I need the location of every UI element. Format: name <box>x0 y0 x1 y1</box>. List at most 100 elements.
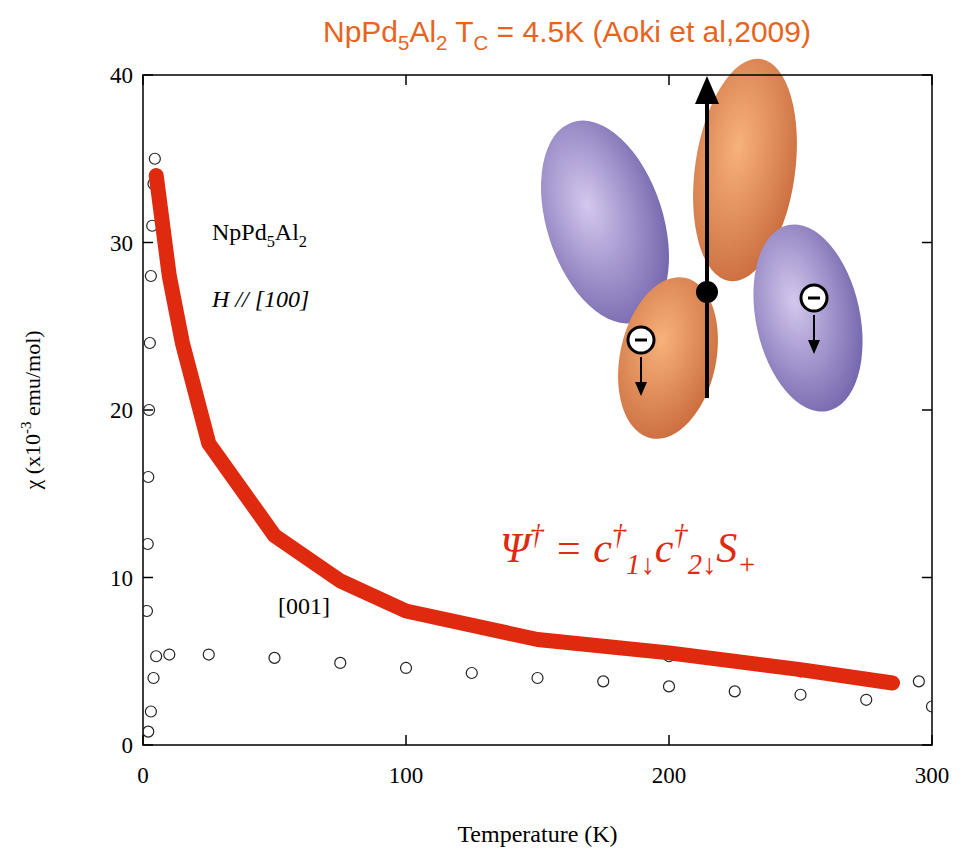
title: NpPd5Al2 TC = 4.5K (Aoki et al,2009) <box>323 15 811 54</box>
x-tick <box>405 735 407 745</box>
chart: NpPd5Al2 TC = 4.5K (Aoki et al,2009)0100… <box>0 0 968 863</box>
data-point <box>532 673 543 684</box>
data-point <box>143 539 153 550</box>
spin-down <box>813 315 815 342</box>
fit-curve <box>156 176 892 684</box>
data-point <box>913 676 924 687</box>
data-point <box>164 649 175 660</box>
electron <box>801 285 827 311</box>
data-point <box>144 338 155 349</box>
data-point <box>598 676 609 687</box>
annotation: H // [100] <box>211 286 309 312</box>
text-part: T <box>447 15 473 48</box>
lobe <box>604 268 732 448</box>
data-point <box>149 153 160 164</box>
spin-down-head <box>635 382 647 396</box>
data-point <box>151 651 162 662</box>
data-point <box>335 657 346 668</box>
x-tick-label: 0 <box>137 763 149 788</box>
data-point <box>729 686 740 697</box>
data-point <box>795 689 806 700</box>
data-point <box>144 405 155 416</box>
data-point <box>143 472 154 483</box>
plot-data <box>143 153 932 737</box>
data-point <box>664 681 675 692</box>
spin-down <box>640 357 642 384</box>
text-part: 5 <box>267 232 275 251</box>
y-tick-right <box>922 242 932 244</box>
x-tick-label: 300 <box>915 763 950 788</box>
y-axis-title: χ (x10-3 emu/mol) <box>18 330 45 490</box>
text-part: 2↓ <box>688 549 717 580</box>
y-tick-right <box>922 409 932 411</box>
text-part: = 4.5K (Aoki et al,2009) <box>488 15 811 48</box>
x-tick-top <box>142 75 144 85</box>
text-part: S <box>716 525 737 571</box>
data-point <box>203 649 214 660</box>
y-tick-right <box>922 744 932 746</box>
text-part: NpPd <box>323 15 398 48</box>
text-part: NpPd <box>212 219 267 245</box>
plot-frame <box>143 75 932 745</box>
data-point <box>145 271 156 282</box>
y-tick <box>143 744 153 746</box>
x-axis-title: Temperature (K) <box>457 821 617 847</box>
spin-down-head <box>808 340 820 354</box>
text-part: χ (x10 <box>20 434 45 491</box>
x-tick <box>668 735 670 745</box>
arrow-head <box>695 76 719 104</box>
text-part: † <box>612 519 627 550</box>
y-tick-label: 40 <box>110 63 133 88</box>
y-tick <box>143 242 153 244</box>
text-part: 2 <box>436 32 447 54</box>
x-tick-top <box>405 75 407 85</box>
data-point <box>143 606 152 617</box>
spin-arrow <box>705 100 709 398</box>
formula: Ψ† = c†1↓c†2↓S+ <box>500 519 757 579</box>
minus <box>635 339 647 342</box>
x-tick <box>931 735 933 745</box>
x-tick-top <box>931 75 933 85</box>
annotation: NpPd5Al2 <box>212 219 307 251</box>
data-point <box>861 694 872 705</box>
text-part: 1↓ <box>626 549 655 580</box>
text-part: = c <box>544 525 612 571</box>
text-part: 5 <box>398 32 409 54</box>
text-part: Ψ <box>500 525 533 571</box>
text-part: c <box>655 525 674 571</box>
y-tick-right <box>922 577 932 579</box>
electron <box>628 327 654 353</box>
y-tick-label: 10 <box>110 566 133 591</box>
text-part: -3 <box>18 421 34 434</box>
y-tick <box>143 577 153 579</box>
x-tick-top <box>668 75 670 85</box>
x-tick-label: 200 <box>652 763 687 788</box>
text-part: emu/mol) <box>20 330 45 421</box>
y-tick-label: 30 <box>110 231 133 256</box>
text-part: C <box>474 32 489 54</box>
minus <box>808 297 820 300</box>
data-point <box>927 701 933 712</box>
y-tick-right <box>922 74 932 76</box>
text-part: + <box>737 549 756 580</box>
data-point <box>145 706 156 717</box>
data-point <box>143 726 154 737</box>
x-tick <box>142 735 144 745</box>
text-part: 2 <box>299 232 307 251</box>
data-point <box>466 667 477 678</box>
spin-dot <box>696 281 718 303</box>
y-tick <box>143 74 153 76</box>
text-part: Al <box>409 15 436 48</box>
data-point <box>269 652 280 663</box>
text-part: † <box>530 519 545 550</box>
text-part: Al <box>275 219 299 245</box>
y-tick-label: 20 <box>110 398 133 423</box>
lobe <box>737 214 878 421</box>
data-point <box>401 662 412 673</box>
text-part: † <box>673 519 688 550</box>
y-tick-label: 0 <box>122 733 134 758</box>
annotation: [001] <box>278 593 330 619</box>
y-tick <box>143 409 153 411</box>
x-tick-label: 100 <box>389 763 424 788</box>
orbital-illustration <box>517 52 878 448</box>
